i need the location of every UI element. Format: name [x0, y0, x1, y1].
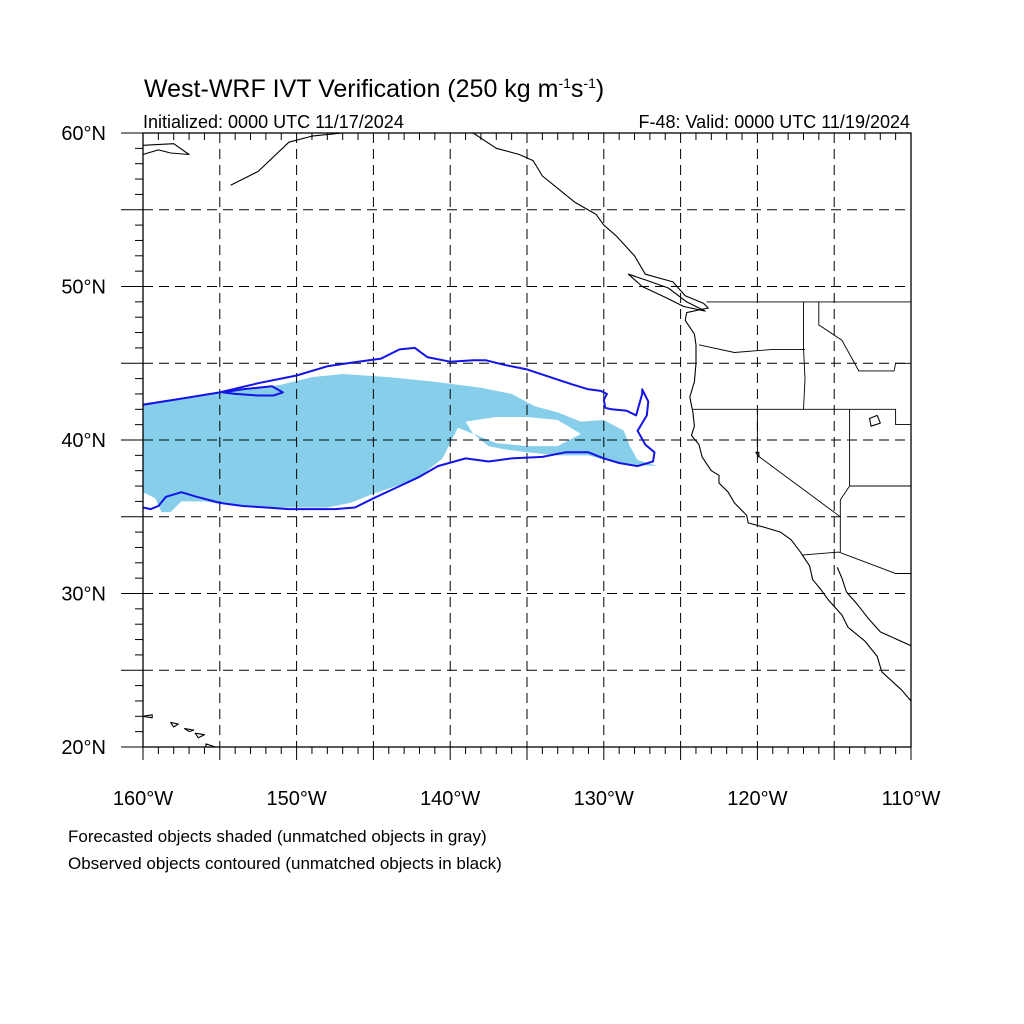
- observed-objects: [143, 346, 656, 511]
- lat-tick-label: 30°N: [61, 584, 106, 606]
- political-border: [801, 551, 911, 574]
- title-end: ): [596, 75, 604, 103]
- hawaii-island: [183, 728, 195, 733]
- graticule: [143, 133, 911, 747]
- vancouver-island: [627, 273, 706, 312]
- lat-tick-label: 20°N: [61, 737, 106, 759]
- coastline-north-america: [230, 133, 911, 702]
- map-area: [143, 133, 911, 747]
- figure-title: West-WRF IVT Verification (250 kg m-1s-1…: [144, 75, 604, 103]
- forecast-object-shaded: [143, 374, 658, 513]
- lon-tick-label: 130°W: [574, 788, 634, 810]
- lat-tick-label: 40°N: [61, 430, 106, 452]
- hawaii-island: [205, 743, 218, 747]
- initialized-label: Initialized: 0000 UTC 11/17/2024: [143, 112, 404, 132]
- forecast-objects: [143, 374, 658, 513]
- lon-tick-label: 160°W: [113, 788, 173, 810]
- lake-outline: [868, 414, 881, 427]
- hawaii-island: [194, 732, 205, 739]
- footnote-observed: Observed objects contoured (unmatched ob…: [68, 854, 502, 873]
- axis-tick-labels: 160°W 150°W 140°W 130°W 120°W 110°W 60°N 50°N 40…: [61, 123, 940, 810]
- lon-tick-label: 150°W: [266, 788, 326, 810]
- lat-tick-label: 50°N: [61, 277, 106, 299]
- coastlines: [143, 133, 911, 747]
- title-main: West-WRF IVT Verification (250 kg m: [144, 75, 558, 103]
- coastline-gulf-of-california: [836, 567, 911, 647]
- coastline-alaska: [143, 143, 190, 156]
- lon-tick-label: 120°W: [727, 788, 787, 810]
- lon-tick-label: 140°W: [420, 788, 480, 810]
- lat-tick-label: 60°N: [61, 123, 106, 145]
- observed-object-contour: [143, 346, 656, 511]
- axis-ticks: [121, 132, 912, 760]
- hawaii-island: [170, 721, 179, 728]
- valid-time-label: F-48: Valid: 0000 UTC 11/19/2024: [639, 112, 911, 132]
- political-border: [698, 344, 805, 353]
- political-border: [818, 301, 911, 372]
- political-border: [692, 408, 911, 426]
- lon-tick-label: 110°W: [882, 788, 941, 810]
- hawaii-island: [143, 714, 153, 719]
- political-border: [756, 409, 841, 518]
- observed-object-inner-contour: [221, 385, 284, 397]
- political-border: [803, 301, 806, 410]
- political-border: [839, 409, 851, 517]
- title-sup-2: -1: [583, 75, 596, 91]
- title-sup-1: -1: [558, 75, 571, 91]
- title-mid: s: [571, 75, 584, 103]
- footnote-forecast: Forecasted objects shaded (unmatched obj…: [68, 827, 487, 846]
